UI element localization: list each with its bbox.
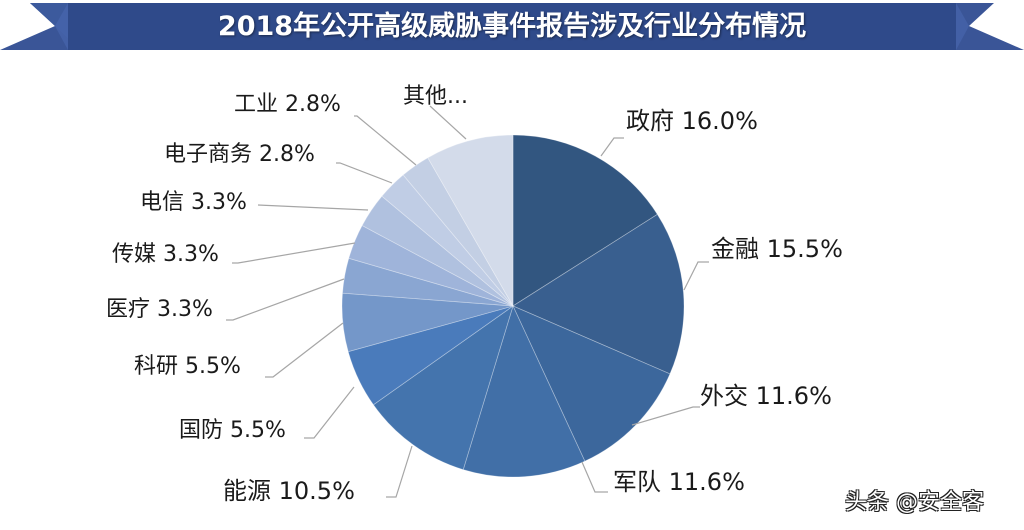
data-label: 金融 15.5% [711, 235, 843, 263]
pie-slice-12 [427, 134, 514, 308]
pie-slice-6 [341, 292, 514, 353]
leader-line [226, 278, 345, 321]
data-label: 军队 11.6% [613, 468, 745, 496]
pie-slice-3 [462, 304, 586, 478]
leader-line [336, 162, 393, 184]
data-label: 传媒 3.3% [112, 242, 219, 267]
banner-main [68, 3, 956, 50]
data-label: 工业 2.8% [234, 92, 341, 117]
leader-line [304, 386, 355, 439]
data-label: 科研 5.5% [134, 354, 241, 379]
data-label: 电子商务 2.8% [164, 142, 315, 167]
title-banner [0, 3, 1024, 50]
leader-line [631, 406, 700, 426]
leader-line [581, 461, 608, 493]
pie-slice-8 [348, 224, 514, 307]
leader-line [257, 204, 369, 211]
leader-line [429, 105, 467, 140]
pie-slice-1 [512, 213, 685, 375]
pie-slice-4 [372, 304, 514, 471]
pie-slice-5 [347, 305, 514, 406]
chart-title: 2018年公开高级威胁事件报告涉及行业分布情况 [217, 11, 807, 42]
data-label: 政府 16.0% [626, 107, 758, 135]
data-label: 电信 3.3% [140, 190, 247, 215]
leader-line [354, 115, 417, 166]
banner-left-shade [55, 3, 68, 50]
data-label: 国防 5.5% [179, 418, 286, 443]
banner-right-shade [956, 3, 969, 50]
pie-slice-2 [512, 305, 671, 462]
leader-line [265, 322, 344, 378]
data-label: 外交 11.6% [700, 382, 832, 410]
pie-slice-0 [512, 134, 658, 307]
leader-line [386, 445, 413, 498]
data-label: 其他... [403, 84, 468, 109]
data-label: 能源 10.5% [223, 477, 355, 505]
leader-line [600, 137, 624, 157]
leader-lines [226, 105, 709, 498]
pie-slice-7 [342, 257, 514, 307]
leader-line [683, 261, 709, 291]
watermark: 头条 @安全客 [845, 490, 984, 515]
banner-right-ribbon [944, 3, 1024, 50]
pie-slices [341, 134, 685, 478]
leader-line [232, 242, 356, 264]
pie-slice-9 [361, 195, 514, 307]
pie-slice-10 [381, 174, 514, 307]
data-label: 医疗 3.3% [106, 297, 213, 322]
pie-slice-11 [402, 157, 514, 307]
